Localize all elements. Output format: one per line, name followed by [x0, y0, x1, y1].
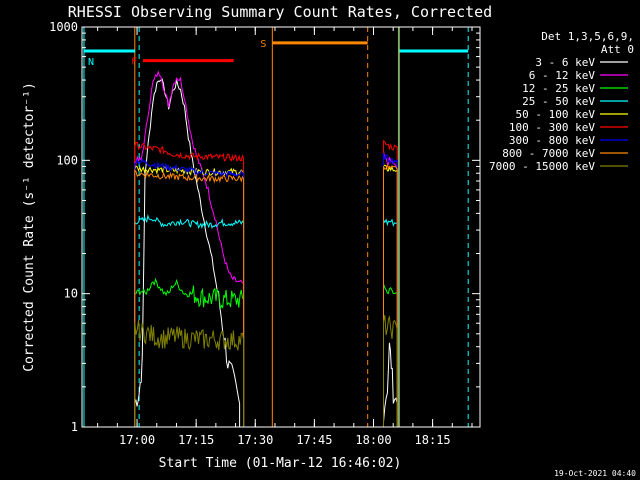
- series-6-segment-1: [383, 152, 398, 427]
- footer-timestamp: 19-Oct-2021 04:40: [554, 469, 636, 478]
- y-tick-label-0: 1: [71, 420, 78, 434]
- flag-label-0: F: [131, 57, 137, 68]
- chart-title: RHESSI Observing Summary Count Rates, Co…: [68, 3, 492, 21]
- series-0-segment-1: [383, 342, 398, 427]
- legend-label-7: 800 - 7000 keV: [502, 147, 595, 160]
- series-3-segment-1: [383, 218, 398, 427]
- series-3-segment-0: [134, 213, 245, 427]
- series-7-segment-1: [383, 163, 398, 427]
- plot-data: F S N: [83, 27, 469, 427]
- plot-frame: [81, 26, 481, 428]
- series-8-segment-1: [383, 315, 398, 427]
- x-axis-label: Start Time (01-Mar-12 16:46:02): [159, 456, 402, 471]
- legend-label-1: 6 - 12 keV: [529, 69, 596, 82]
- series-6-segment-0: [134, 157, 245, 427]
- series-8-segment-0: [134, 319, 245, 427]
- series-7-segment-0: [134, 169, 245, 427]
- legend-label-2: 12 - 25 keV: [522, 82, 595, 95]
- series-1-segment-0: [134, 70, 245, 427]
- legend-title-line-1: Att 0: [601, 43, 634, 56]
- legend-label-3: 25 - 50 keV: [522, 95, 595, 108]
- y-axis-label: Corrected Count Rate (s⁻¹ detector⁻¹): [22, 82, 37, 372]
- legend-label-4: 50 - 100 keV: [516, 108, 596, 121]
- legend-title-line-0: Det 1,3,5,6,9,: [541, 30, 634, 43]
- legend-label-5: 100 - 300 keV: [509, 121, 595, 134]
- series-0-segment-0: [134, 78, 241, 427]
- y-tick-label-3: 1000: [49, 20, 78, 34]
- series-5-segment-1: [383, 140, 398, 427]
- x-tick-label-4: 18:00: [355, 433, 391, 447]
- series-5-segment-0: [134, 142, 245, 427]
- series-2-segment-1: [383, 284, 398, 427]
- x-tick-label-0: 17:00: [119, 433, 155, 447]
- y-tick-label-2: 100: [56, 153, 78, 167]
- series-4-segment-1: [383, 164, 398, 427]
- flag-label-2: N: [88, 57, 94, 68]
- series-2-segment-0: [134, 277, 245, 427]
- legend-label-0: 3 - 6 keV: [535, 56, 595, 69]
- x-tick-label-5: 18:15: [415, 433, 451, 447]
- x-tick-label-2: 17:30: [237, 433, 273, 447]
- series-1-segment-1: [383, 151, 398, 427]
- legend-label-6: 300 - 800 keV: [509, 134, 595, 147]
- axes: 1 10 100 1000 17:00 17:15 17:30 17:45 18:00 18:15: [49, 20, 480, 447]
- series-4-segment-0: [134, 165, 245, 427]
- x-tick-label-1: 17:15: [178, 433, 214, 447]
- y-tick-label-1: 10: [64, 287, 78, 301]
- flag-label-1: S: [260, 39, 266, 50]
- legend-label-8: 7000 - 15000 keV: [489, 160, 595, 173]
- x-tick-label-3: 17:45: [296, 433, 332, 447]
